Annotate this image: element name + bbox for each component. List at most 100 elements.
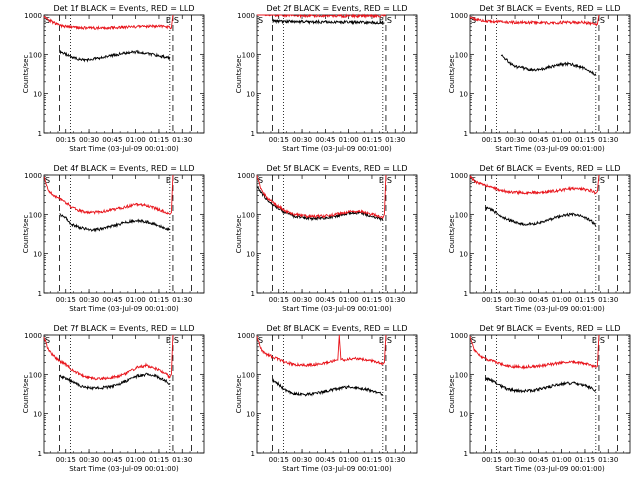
y-tick-label: 1000: [24, 12, 42, 20]
y-tick-label: 100: [29, 371, 42, 379]
marker-label-e: E: [379, 176, 384, 185]
chart-title: Det 9f BLACK = Events, RED = LLD: [479, 324, 620, 333]
y-tick-label: 1000: [450, 12, 468, 20]
chart-title: Det 1f BLACK = Events, RED = LLD: [53, 4, 194, 13]
y-tick-label: 100: [455, 51, 468, 59]
y-tick-label: 10: [459, 91, 468, 99]
x-axis-label: Start Time (03-Jul-09 00:01:00): [495, 305, 605, 313]
marker-label-e: E: [379, 336, 384, 345]
x-tick-label: 00:30: [292, 456, 312, 464]
y-tick-label: 100: [242, 211, 255, 219]
chart-panel-1: Det 1f BLACK = Events, RED = LLD 1 10 100 10…: [22, 4, 205, 153]
x-tick-label: 01:30: [172, 296, 192, 304]
chart-panel-9: Det 9f BLACK = Events, RED = LLD 1 10 100 10…: [448, 324, 631, 473]
chart-panel-3: Det 3f BLACK = Events, RED = LLD 1 10 100 10…: [448, 4, 631, 153]
x-tick-label: 00:30: [79, 456, 99, 464]
marker-label-s: S: [174, 176, 179, 185]
x-tick-label: 01:00: [339, 456, 359, 464]
y-tick-label: 10: [459, 411, 468, 419]
x-tick-label: 00:30: [292, 136, 312, 144]
plot-frame: [256, 174, 418, 294]
y-tick-label: 10: [246, 91, 255, 99]
y-tick-label: 100: [455, 371, 468, 379]
chart-title: Det 5f BLACK = Events, RED = LLD: [266, 164, 407, 173]
x-tick-label: 01:30: [385, 296, 405, 304]
marker-label-s: S: [258, 336, 263, 345]
x-tick-label: 00:15: [56, 136, 76, 144]
y-tick-label: 10: [459, 251, 468, 259]
marker-label-e: E: [592, 16, 597, 25]
chart-title: Det 8f BLACK = Events, RED = LLD: [266, 324, 407, 333]
marker-label-s: S: [45, 176, 50, 185]
x-tick-label: 00:30: [505, 136, 525, 144]
x-tick-label: 00:45: [102, 136, 122, 144]
marker-label-s: S: [471, 336, 476, 345]
y-tick-label: 1: [464, 290, 468, 298]
x-tick-label: 00:30: [505, 296, 525, 304]
x-tick-label: 01:15: [362, 296, 382, 304]
y-axis-label: Counts/sec: [448, 55, 456, 94]
x-tick-label: 01:15: [362, 456, 382, 464]
events-series-line: [59, 49, 171, 63]
x-tick-label: 00:15: [56, 296, 76, 304]
marker-label-e: E: [592, 176, 597, 185]
events-series-line: [272, 18, 385, 26]
marker-label-e: E: [166, 176, 171, 185]
y-tick-label: 1: [38, 130, 42, 138]
events-series-line: [485, 206, 597, 227]
y-tick-label: 1: [38, 290, 42, 298]
x-tick-label: 00:45: [102, 456, 122, 464]
x-axis-label: Start Time (03-Jul-09 00:01:00): [495, 145, 605, 153]
lld-series-line: [256, 334, 387, 368]
y-axis-label: Counts/sec: [22, 375, 30, 414]
chart-panel-2: Det 2f BLACK = Events, RED = LLD 1 10 100 10…: [235, 4, 418, 153]
lld-series-line: [44, 174, 174, 215]
chart-panel-5: Det 5f BLACK = Events, RED = LLD 1 10 100 10…: [235, 164, 418, 313]
marker-label-s: S: [45, 16, 50, 25]
marker-label-e: E: [166, 336, 171, 345]
y-tick-label: 1: [251, 130, 255, 138]
x-tick-label: 01:15: [575, 296, 595, 304]
y-tick-label: 1: [464, 130, 468, 138]
y-tick-label: 10: [246, 251, 255, 259]
x-tick-label: 00:45: [528, 296, 548, 304]
marker-label-e: E: [166, 16, 171, 25]
marker-label-s: S: [600, 176, 605, 185]
x-tick-label: 01:15: [575, 456, 595, 464]
chart-title: Det 7f BLACK = Events, RED = LLD: [53, 324, 194, 333]
chart-panel-8: Det 8f BLACK = Events, RED = LLD 1 10 100 10…: [235, 324, 418, 473]
marker-label-s: S: [174, 336, 179, 345]
x-tick-label: 01:00: [552, 296, 572, 304]
y-tick-label: 1: [251, 450, 255, 458]
y-tick-label: 1: [464, 450, 468, 458]
plot-frame: [256, 14, 418, 134]
x-tick-label: 01:30: [172, 136, 192, 144]
x-tick-label: 01:00: [552, 456, 572, 464]
y-tick-label: 100: [455, 211, 468, 219]
marker-label-s: S: [471, 176, 476, 185]
x-tick-label: 00:15: [269, 136, 289, 144]
marker-label-s: S: [387, 336, 392, 345]
marker-label-e: E: [592, 336, 597, 345]
y-axis-label: Counts/sec: [235, 375, 243, 414]
lld-series-line: [43, 14, 174, 31]
plot-frame: [469, 334, 631, 454]
x-tick-label: 00:15: [482, 296, 502, 304]
x-axis-label: Start Time (03-Jul-09 00:01:00): [69, 305, 179, 313]
x-tick-label: 00:45: [315, 296, 335, 304]
lld-series-line: [256, 174, 387, 220]
x-axis-label: Start Time (03-Jul-09 00:01:00): [495, 465, 605, 473]
x-tick-label: 01:30: [598, 136, 618, 144]
events-series-line: [59, 372, 171, 391]
x-tick-label: 01:00: [126, 456, 146, 464]
x-tick-label: 00:30: [79, 136, 99, 144]
y-axis-label: Counts/sec: [235, 215, 243, 254]
chart-title: Det 3f BLACK = Events, RED = LLD: [479, 4, 620, 13]
y-tick-label: 1000: [237, 332, 255, 340]
x-tick-label: 00:15: [482, 136, 502, 144]
y-axis-label: Counts/sec: [22, 55, 30, 94]
events-series-line: [485, 377, 597, 394]
y-tick-label: 1000: [24, 332, 42, 340]
y-tick-label: 100: [29, 211, 42, 219]
lld-series-line: [257, 13, 386, 19]
